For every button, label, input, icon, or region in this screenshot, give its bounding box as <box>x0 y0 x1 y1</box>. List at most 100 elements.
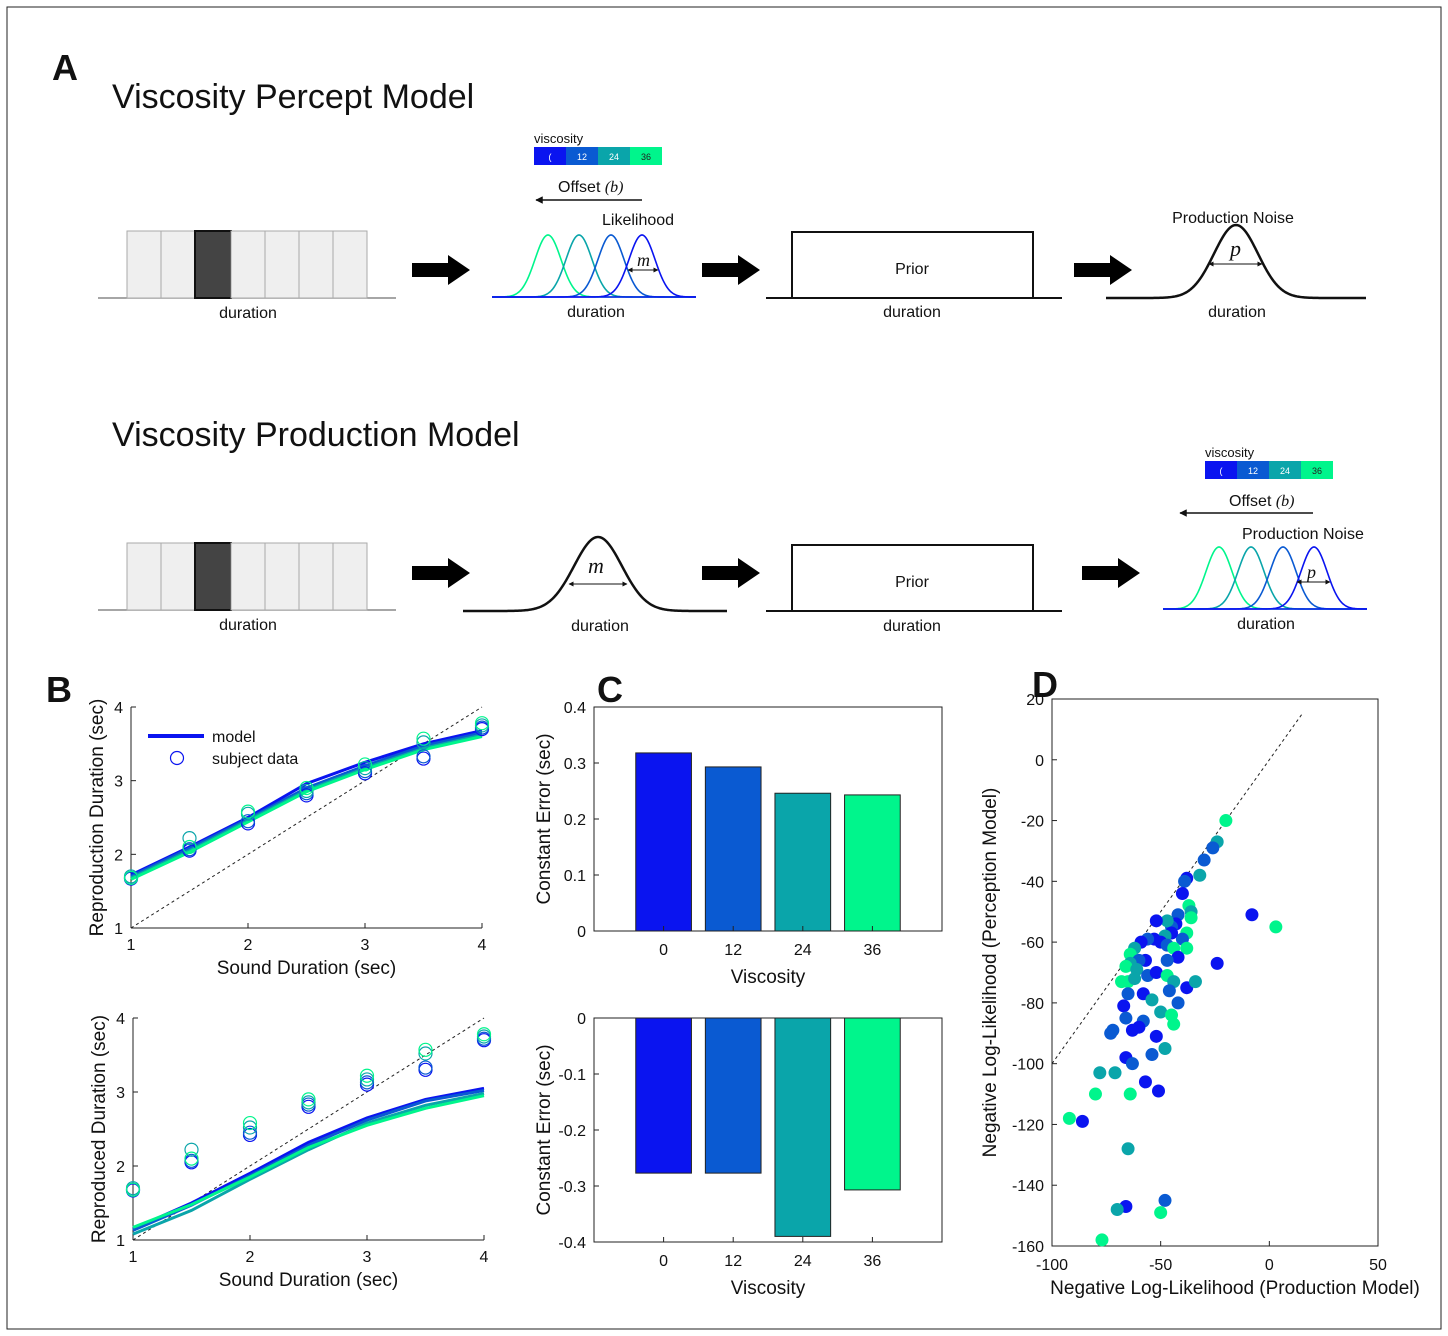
m-symbol: m <box>637 250 650 270</box>
colorbar-title: viscosity <box>1205 445 1255 460</box>
scatter-point <box>1149 1029 1163 1043</box>
production-noise-curve <box>1106 223 1366 300</box>
scatter-point <box>1219 814 1233 828</box>
subject-data-point <box>182 831 197 846</box>
p-symbol: p <box>1228 236 1241 261</box>
scatter-point <box>1158 1193 1172 1207</box>
y-tick-label: -40 <box>1021 874 1044 891</box>
y-tick-label: 0.1 <box>564 868 586 885</box>
duration-label: duration <box>883 304 941 321</box>
scatter-point <box>1119 959 1133 973</box>
bar <box>844 1017 901 1191</box>
scatter-point <box>1197 853 1211 867</box>
scatter-point <box>1149 914 1163 928</box>
production-noise-label: Production Noise <box>1172 210 1294 227</box>
chart-d: -100 -50 0 50 -160 -140 -120 -100 -80 -60 -40 -20 0 2… <box>980 692 1420 1299</box>
scatter-point <box>1180 941 1194 955</box>
scatter-point <box>1160 914 1174 928</box>
legend-subject-marker <box>169 750 185 766</box>
subject-data-point <box>242 1115 258 1131</box>
x-tick-label: 4 <box>478 937 487 954</box>
x-axis-label: Sound Duration (sec) <box>219 1270 399 1291</box>
bar <box>704 1017 762 1174</box>
arrow-icon <box>702 255 760 285</box>
measurement-noise-curve <box>463 535 727 613</box>
subject-data-point <box>359 1068 375 1083</box>
model-line <box>132 1094 485 1229</box>
x-tick-label: 1 <box>129 1249 138 1266</box>
scatter-point <box>1175 886 1189 900</box>
x-tick-label: 3 <box>363 1249 372 1266</box>
subject-data-point <box>357 763 373 779</box>
y-tick-label: 4 <box>114 700 123 717</box>
x-tick-label: -50 <box>1149 1257 1172 1274</box>
scatter-point <box>1178 874 1192 888</box>
subject-data-point <box>299 780 314 796</box>
scatter-point <box>1121 987 1135 1001</box>
production-model-title: Viscosity Production Model <box>112 416 520 454</box>
duration-label: duration <box>1237 616 1295 633</box>
scatter-point <box>1245 908 1259 922</box>
y-tick-label: 0 <box>577 1011 586 1028</box>
scatter-point <box>1193 868 1207 882</box>
subject-data-point <box>418 1046 433 1061</box>
p-symbol: p <box>1305 562 1316 582</box>
x-tick-label: -100 <box>1036 1257 1068 1274</box>
y-tick-label: -100 <box>1012 1057 1044 1074</box>
scatter-point <box>1171 950 1185 964</box>
m-symbol: m <box>588 553 604 578</box>
colorbar-label: ( <box>1220 466 1223 476</box>
x-tick-label: 2 <box>246 1249 255 1266</box>
x-axis-label: Negative Log-Likelihood (Production Mode… <box>1050 1278 1420 1299</box>
y-axis-label: Constant Error (sec) <box>534 1044 555 1215</box>
subject-data-point <box>418 1042 433 1057</box>
arrow-icon <box>1082 558 1140 588</box>
legend-subject-label: subject data <box>212 751 298 768</box>
scatter-point <box>1125 1057 1139 1071</box>
x-axis-label: Sound Duration (sec) <box>217 958 397 979</box>
y-tick-label: 3 <box>114 774 123 791</box>
y-tick-label: 0.3 <box>564 756 586 773</box>
likelihood-label: Likelihood <box>602 212 674 229</box>
plot-frame <box>1051 698 1379 1247</box>
colorbar-swatch <box>1237 461 1269 479</box>
stimulus-bars-row1 <box>98 230 396 299</box>
subject-data-point <box>416 735 431 750</box>
y-tick-label: 1 <box>114 921 123 938</box>
subject-data-point <box>418 1060 433 1075</box>
arrow-icon <box>702 558 760 588</box>
duration-label: duration <box>219 617 277 634</box>
scatter-point <box>1167 1017 1181 1031</box>
colorbar-swatch <box>598 147 630 165</box>
scatter-point <box>1160 953 1174 967</box>
subject-data-point <box>416 749 431 764</box>
scatter-point <box>1151 1084 1165 1098</box>
y-tick-label: 0 <box>577 924 586 941</box>
x-tick-label: 50 <box>1369 1257 1387 1274</box>
stimulus-bars-row2 <box>98 542 396 611</box>
colorbar-label: ( <box>549 152 552 162</box>
scatter-point <box>1158 1041 1172 1055</box>
x-tick-label: 0 <box>659 1253 668 1270</box>
chart-b-bottom: 1 2 3 4 1 2 3 4 Sound Duration (sec) Reproduced D… <box>89 1011 492 1291</box>
panel-letter-c: C <box>597 669 623 710</box>
subject-data-point <box>184 1151 199 1166</box>
model-line <box>132 1092 485 1236</box>
x-tick-label: 36 <box>864 942 882 959</box>
y-tick-label: -0.4 <box>558 1235 586 1252</box>
y-tick-label: 0 <box>1035 753 1044 770</box>
prior-label: Prior <box>895 261 929 278</box>
chart-b-top: 1 2 3 4 1 2 3 4 Sound Duration (sec) Reproduction… <box>87 699 490 979</box>
scatter-point <box>1093 1066 1107 1080</box>
scatter-point <box>1062 1111 1076 1125</box>
colorbar-label: 36 <box>641 152 651 162</box>
subject-data-point <box>123 870 139 886</box>
bar <box>844 794 901 932</box>
offset-label: Offset (b) <box>1229 493 1295 510</box>
model-line <box>130 731 483 878</box>
x-tick-label: 1 <box>127 937 136 954</box>
x-tick-label: 12 <box>724 1253 742 1270</box>
duration-label: duration <box>567 304 625 321</box>
colorbar-swatch <box>630 147 662 165</box>
production-noise-label: Production Noise <box>1242 526 1364 543</box>
